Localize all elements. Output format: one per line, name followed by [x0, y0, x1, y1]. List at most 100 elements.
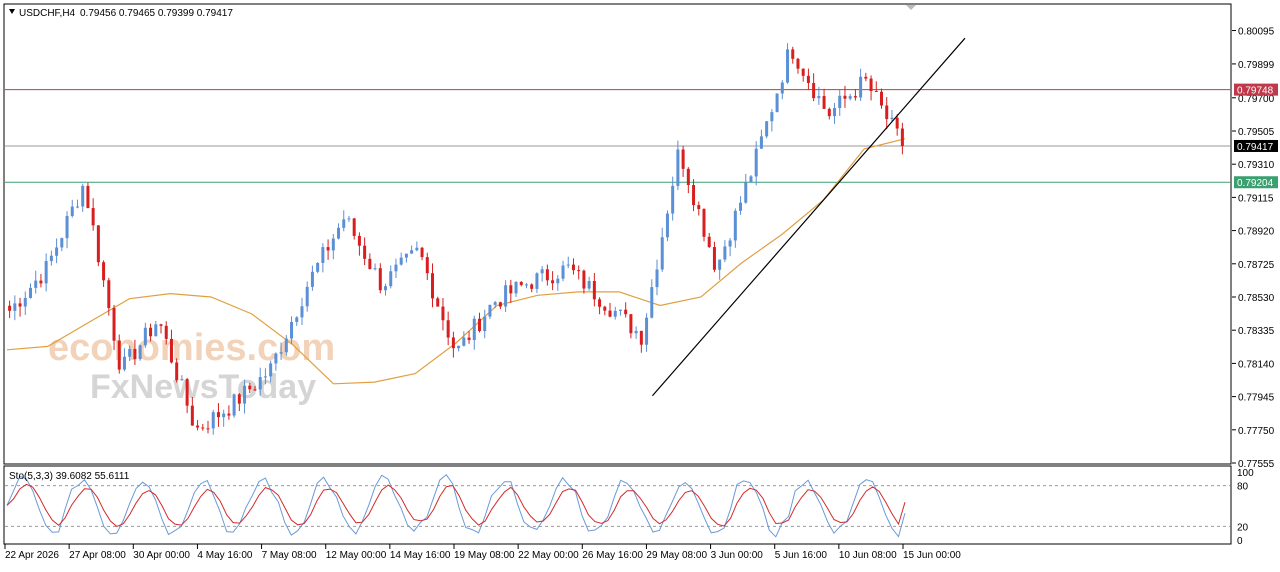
- moving-average-line: [6, 138, 906, 385]
- y-tick-label: 0.78335: [1238, 326, 1275, 337]
- candle-body: [415, 247, 419, 251]
- x-tick-label: 27 Apr 08:00: [69, 550, 126, 561]
- candle-body: [159, 324, 163, 326]
- candle-body: [310, 271, 314, 287]
- candle-body: [707, 236, 711, 248]
- candle-body: [598, 299, 602, 307]
- candle-body: [639, 330, 643, 345]
- candle-body: [786, 49, 790, 83]
- candle-body: [524, 284, 528, 286]
- candle-body: [806, 75, 810, 83]
- candle-body: [498, 302, 502, 307]
- candle-body: [739, 202, 743, 211]
- y-tick-label: 0.79310: [1238, 160, 1275, 171]
- candle-body: [843, 95, 847, 99]
- stochastic-oscillator: 100 80 20 0: [5, 468, 1254, 547]
- candle-body: [206, 428, 210, 430]
- stoch-tick-label: 80: [1237, 482, 1249, 493]
- candle-body: [624, 309, 628, 315]
- candle-body: [347, 218, 351, 220]
- y-tick-label: 0.79899: [1238, 60, 1275, 71]
- candle-body: [243, 385, 247, 404]
- candle-body: [175, 362, 179, 381]
- resistance-price-label: 0.79748: [1237, 86, 1274, 97]
- candle-body: [587, 281, 591, 289]
- candle-body: [96, 225, 100, 263]
- candle-body: [164, 325, 168, 339]
- y-tick-label: 0.78140: [1238, 359, 1275, 370]
- candle-body: [895, 117, 899, 129]
- scroll-marker-icon[interactable]: [906, 5, 916, 10]
- y-tick-label: 0.79700: [1238, 94, 1275, 105]
- candle-body: [258, 377, 262, 390]
- candle-body: [900, 128, 904, 146]
- candle-body: [117, 340, 121, 370]
- candle-body: [305, 286, 309, 307]
- candle-body: [618, 309, 622, 311]
- price-panel-frame: [3, 3, 1232, 465]
- price-levels: [5, 89, 1230, 183]
- candle-body: [75, 206, 79, 208]
- support-price-tag: [1234, 176, 1278, 189]
- candle-body: [420, 247, 424, 258]
- candle-body: [425, 257, 429, 274]
- candle-body: [133, 348, 137, 360]
- candle-body: [8, 305, 12, 311]
- candle-body: [180, 379, 184, 381]
- triangle-down-icon[interactable]: [9, 9, 15, 14]
- candle-body: [822, 96, 826, 109]
- candle-body: [504, 285, 508, 307]
- y-tick-label: 0.78725: [1238, 260, 1275, 271]
- candle-body: [81, 185, 85, 207]
- support-price-label: 0.79204: [1237, 178, 1274, 189]
- candle-body: [514, 281, 518, 294]
- x-tick-label: 12 May 00:00: [326, 550, 387, 561]
- stoch-signal-line: [6, 483, 906, 527]
- current-price-tag: [1234, 139, 1278, 152]
- candle-body: [874, 91, 878, 93]
- candle-body: [749, 176, 753, 183]
- candle-body: [300, 306, 304, 318]
- candle-body: [143, 327, 147, 346]
- candle-body: [102, 262, 106, 281]
- candle-body: [39, 280, 43, 284]
- candle-body: [337, 227, 341, 239]
- candle-body: [431, 273, 435, 299]
- candle-body: [389, 271, 393, 287]
- x-tick-label: 14 May 16:00: [390, 550, 451, 561]
- candle-body: [201, 427, 205, 429]
- indicator-panel-frame: [3, 465, 1232, 545]
- candle-body: [65, 216, 69, 239]
- candle-body: [853, 96, 857, 98]
- candle-body: [796, 58, 800, 69]
- y-tick-label: 0.80095: [1238, 27, 1275, 38]
- candle-body: [733, 210, 737, 241]
- candle-body: [676, 149, 680, 186]
- ohlc-values: 0.79456 0.79465 0.79399 0.79417: [80, 8, 233, 19]
- candle-body: [138, 345, 142, 360]
- candle-body: [770, 112, 774, 122]
- candle-body: [253, 389, 257, 391]
- candle-body: [13, 303, 17, 311]
- candle-body: [801, 68, 805, 76]
- candle-body: [566, 264, 570, 266]
- candle-body: [728, 240, 732, 247]
- candles: [8, 43, 904, 435]
- candle-body: [629, 314, 633, 334]
- candle-body: [775, 93, 779, 113]
- candle-body: [49, 255, 53, 262]
- x-tick-label: 26 May 16:00: [582, 550, 643, 561]
- candle-body: [556, 278, 560, 284]
- candle-body: [530, 284, 534, 289]
- candle-body: [833, 108, 837, 117]
- candle-body: [723, 246, 727, 260]
- candle-body: [28, 287, 32, 298]
- candle-body: [352, 218, 356, 236]
- candle-body: [342, 219, 346, 228]
- resistance-price-tag: [1234, 83, 1278, 96]
- y-tick-label: 0.77555: [1238, 459, 1275, 470]
- x-tick-label: 30 Apr 00:00: [133, 550, 190, 561]
- y-tick-label: 0.79505: [1238, 127, 1275, 138]
- candle-body: [686, 168, 690, 185]
